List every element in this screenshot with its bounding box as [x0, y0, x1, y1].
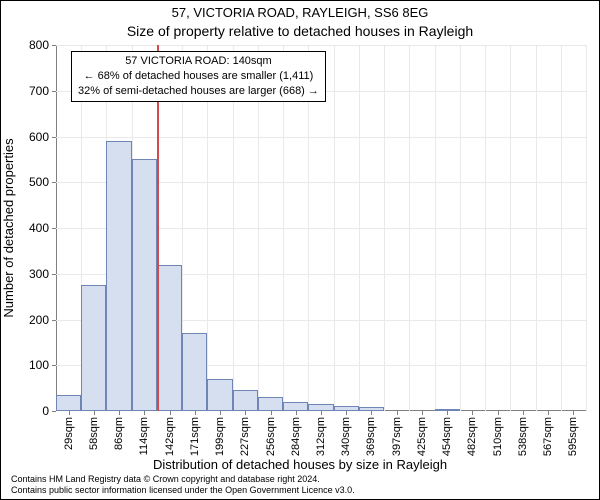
- x-tick-label: 58sqm: [88, 417, 100, 450]
- y-tick-mark: [52, 91, 56, 92]
- gridline-v: [334, 45, 335, 411]
- x-tick-label: 227sqm: [239, 417, 251, 456]
- y-tick-mark: [52, 45, 56, 46]
- x-tick-label: 86sqm: [113, 417, 125, 450]
- y-tick-mark: [52, 182, 56, 183]
- x-tick-mark: [397, 411, 398, 415]
- x-tick-label: 29sqm: [63, 417, 75, 450]
- annotation-line: ← 68% of detached houses are smaller (1,…: [78, 69, 319, 84]
- chart-title: Size of property relative to detached ho…: [1, 23, 599, 39]
- x-tick-mark: [523, 411, 524, 415]
- y-tick-label: 100: [9, 358, 49, 372]
- histogram-bar: [207, 379, 232, 411]
- histogram-bar: [157, 265, 182, 411]
- gridline-v: [586, 45, 587, 411]
- gridline-v: [460, 45, 461, 411]
- y-tick-label: 0: [9, 404, 49, 418]
- x-tick-mark: [447, 411, 448, 415]
- y-tick-label: 300: [9, 267, 49, 281]
- x-tick-label: 595sqm: [567, 417, 579, 456]
- x-tick-label: 142sqm: [164, 417, 176, 456]
- histogram-bar: [258, 397, 283, 411]
- x-tick-mark: [422, 411, 423, 415]
- x-tick-label: 171sqm: [189, 417, 201, 456]
- y-tick-label: 200: [9, 313, 49, 327]
- x-tick-label: 538sqm: [517, 417, 529, 456]
- y-tick-label: 800: [9, 38, 49, 52]
- y-tick-mark: [52, 137, 56, 138]
- x-tick-label: 256sqm: [265, 417, 277, 456]
- x-tick-mark: [548, 411, 549, 415]
- x-axis-label: Distribution of detached houses by size …: [1, 457, 599, 472]
- x-tick-label: 567sqm: [542, 417, 554, 456]
- x-tick-mark: [271, 411, 272, 415]
- histogram-bar: [132, 159, 157, 411]
- histogram-bar: [182, 333, 207, 411]
- gridline-h: [56, 45, 586, 46]
- histogram-bar: [106, 141, 131, 411]
- x-tick-mark: [170, 411, 171, 415]
- y-tick-mark: [52, 411, 56, 412]
- annotation-line: 57 VICTORIA ROAD: 140sqm: [78, 54, 319, 69]
- attribution-line: Contains public sector information licen…: [11, 485, 355, 496]
- x-tick-label: 482sqm: [466, 417, 478, 456]
- y-tick-mark: [52, 365, 56, 366]
- x-tick-mark: [498, 411, 499, 415]
- gridline-v: [435, 45, 436, 411]
- x-tick-label: 284sqm: [290, 417, 302, 456]
- x-tick-mark: [245, 411, 246, 415]
- y-tick-label: 700: [9, 84, 49, 98]
- histogram-bar: [233, 390, 258, 411]
- annotation-box: 57 VICTORIA ROAD: 140sqm← 68% of detache…: [71, 51, 326, 102]
- x-tick-mark: [371, 411, 372, 415]
- y-tick-mark: [52, 320, 56, 321]
- annotation-line: 32% of semi-detached houses are larger (…: [78, 84, 319, 99]
- x-tick-mark: [220, 411, 221, 415]
- x-tick-mark: [472, 411, 473, 415]
- gridline-v: [510, 45, 511, 411]
- gridline-h: [56, 137, 586, 138]
- x-tick-label: 454sqm: [441, 417, 453, 456]
- x-tick-label: 510sqm: [492, 417, 504, 456]
- x-tick-mark: [119, 411, 120, 415]
- histogram-bar: [308, 404, 333, 411]
- x-tick-mark: [69, 411, 70, 415]
- x-tick-mark: [346, 411, 347, 415]
- x-tick-label: 340sqm: [340, 417, 352, 456]
- y-tick-mark: [52, 228, 56, 229]
- y-tick-label: 500: [9, 175, 49, 189]
- chart-container: 57, VICTORIA ROAD, RAYLEIGH, SS6 8EG Siz…: [0, 0, 600, 500]
- x-tick-label: 369sqm: [365, 417, 377, 456]
- x-tick-label: 114sqm: [138, 417, 150, 455]
- x-tick-mark: [195, 411, 196, 415]
- gridline-v: [536, 45, 537, 411]
- gridline-v: [384, 45, 385, 411]
- histogram-bar: [56, 395, 81, 411]
- y-tick-mark: [52, 274, 56, 275]
- x-tick-mark: [573, 411, 574, 415]
- x-tick-label: 397sqm: [391, 417, 403, 456]
- x-tick-mark: [296, 411, 297, 415]
- y-tick-label: 400: [9, 221, 49, 235]
- y-tick-label: 600: [9, 130, 49, 144]
- x-tick-label: 425sqm: [416, 417, 428, 456]
- gridline-v: [485, 45, 486, 411]
- attribution-text: Contains HM Land Registry data © Crown c…: [11, 474, 355, 496]
- histogram-bar: [283, 402, 308, 411]
- attribution-line: Contains HM Land Registry data © Crown c…: [11, 474, 355, 485]
- x-tick-mark: [144, 411, 145, 415]
- x-tick-label: 199sqm: [214, 417, 226, 456]
- x-tick-label: 312sqm: [315, 417, 327, 456]
- gridline-v: [359, 45, 360, 411]
- super-title: 57, VICTORIA ROAD, RAYLEIGH, SS6 8EG: [1, 5, 599, 20]
- x-tick-mark: [321, 411, 322, 415]
- histogram-bar: [81, 285, 106, 411]
- gridline-v: [561, 45, 562, 411]
- gridline-v: [409, 45, 410, 411]
- x-tick-mark: [94, 411, 95, 415]
